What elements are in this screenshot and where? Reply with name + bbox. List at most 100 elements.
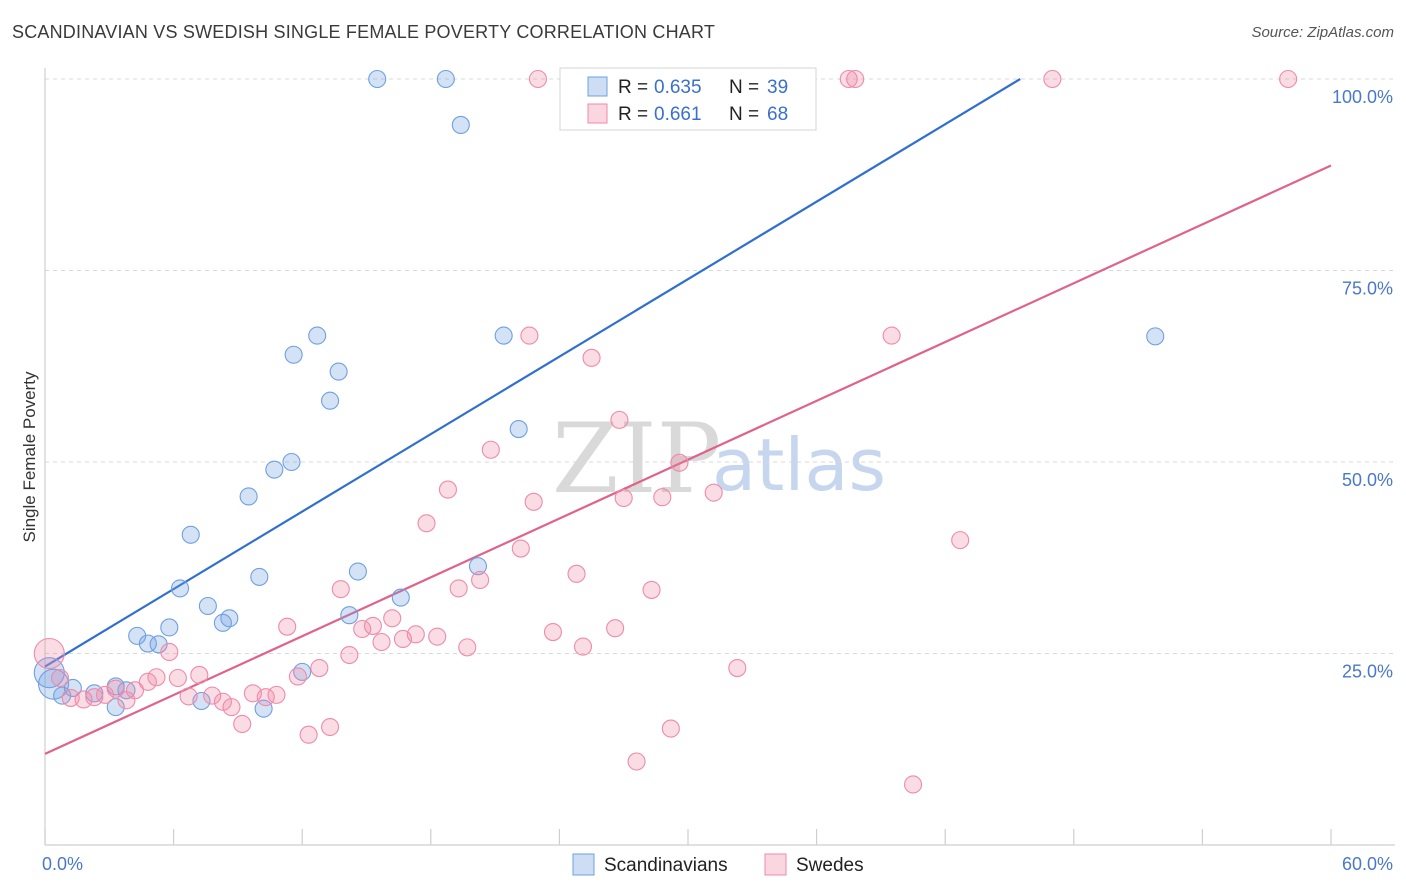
point-1-46 — [543, 623, 563, 642]
point-0-31 — [436, 69, 455, 89]
point-1-52 — [614, 488, 633, 508]
source-credit: Source: ZipAtlas.com — [1251, 24, 1394, 41]
axes — [44, 68, 1395, 846]
point-0-17 — [239, 487, 258, 506]
point-0-26 — [329, 362, 348, 381]
point-1-54 — [642, 580, 661, 599]
point-0-22 — [284, 345, 303, 364]
watermark: ZIP atlas — [552, 403, 886, 515]
point-0-11 — [170, 579, 190, 598]
point-1-53 — [627, 752, 646, 771]
point-1-25 — [310, 659, 329, 678]
trend-lines — [44, 78, 1332, 755]
point-1-1 — [50, 668, 70, 688]
point-1-38 — [449, 579, 468, 598]
y-tick-label-0: 25.0% — [1342, 662, 1393, 682]
point-1-10 — [147, 668, 166, 687]
trend-line-1 — [44, 164, 1332, 755]
point-0-28 — [348, 562, 367, 581]
point-0-14 — [198, 596, 217, 616]
point-1-13 — [179, 687, 198, 706]
legend-r-value-0: 0.635 — [654, 77, 702, 98]
point-0-35 — [509, 420, 528, 439]
point-1-58 — [704, 483, 723, 502]
point-1-48 — [573, 637, 593, 656]
point-1-6 — [106, 679, 125, 698]
point-1-5 — [95, 685, 115, 704]
point-1-23 — [288, 667, 307, 686]
point-1-8 — [125, 681, 145, 700]
point-0-34 — [494, 326, 513, 345]
point-1-39 — [458, 638, 477, 657]
point-1-3 — [74, 690, 93, 709]
legend: R = 0.635 N = 39 R = 0.661 N = 68 — [559, 67, 817, 131]
point-1-17 — [222, 698, 241, 717]
point-1-24 — [299, 725, 318, 744]
x-tick-label-0: 0.0% — [42, 854, 83, 874]
point-1-27 — [331, 580, 350, 599]
point-0-24 — [308, 326, 327, 345]
point-1-60 — [728, 659, 747, 678]
point-0-20 — [265, 460, 284, 479]
point-1-32 — [383, 609, 402, 628]
point-0-16 — [220, 609, 239, 628]
point-1-4 — [85, 688, 104, 707]
point-1-49 — [582, 348, 601, 367]
point-0-21 — [282, 452, 301, 472]
point-1-43 — [520, 326, 539, 345]
point-1-20 — [256, 688, 275, 707]
bottom-legend-label-0: Scandinavians — [604, 855, 728, 876]
point-1-18 — [233, 714, 252, 734]
point-1-37 — [438, 480, 457, 499]
point-1-11 — [160, 642, 179, 662]
x-tick-label-1: 60.0% — [1342, 854, 1393, 874]
point-1-15 — [203, 686, 222, 705]
legend-n-value-1: 68 — [767, 104, 788, 125]
legend-r-label-0: R = — [618, 77, 648, 98]
y-axis-label: Single Female Poverty — [20, 371, 39, 543]
point-1-28 — [340, 645, 359, 665]
trend-line-0 — [44, 78, 1021, 668]
bottom-legend-swatch-0 — [572, 853, 595, 876]
point-1-36 — [428, 627, 447, 646]
y-tick-label-1: 50.0% — [1342, 470, 1393, 490]
point-1-66 — [1043, 69, 1062, 89]
point-0-0 — [33, 657, 65, 689]
point-1-55 — [653, 488, 672, 507]
point-0-27 — [340, 606, 359, 625]
point-1-62 — [846, 69, 865, 89]
grid-lines — [45, 78, 1395, 654]
legend-r-label-1: R = — [618, 104, 648, 125]
point-1-51 — [610, 410, 629, 429]
point-0-12 — [181, 525, 200, 544]
watermark-zip: ZIP — [552, 403, 721, 515]
point-1-29 — [353, 619, 372, 639]
y-tick-label-3: 100.0% — [1332, 87, 1393, 107]
point-1-31 — [372, 632, 391, 652]
point-1-30 — [363, 616, 382, 635]
point-0-19 — [254, 699, 273, 718]
point-1-40 — [471, 570, 490, 590]
y-tick-label-2: 75.0% — [1342, 279, 1393, 299]
watermark-atlas: atlas — [712, 423, 886, 507]
point-1-64 — [903, 775, 923, 794]
legend-r-value-1: 0.661 — [654, 104, 702, 125]
bottom-legend-label-1: Swedes — [796, 855, 864, 876]
point-1-57 — [670, 453, 689, 472]
point-1-0 — [33, 637, 65, 670]
point-0-32 — [451, 115, 470, 135]
point-0-29 — [368, 69, 387, 89]
point-1-35 — [417, 514, 436, 533]
point-1-67 — [1279, 69, 1298, 89]
legend-n-label-0: N = — [729, 77, 759, 98]
y-tick-labels: 25.0% 50.0% 75.0% 100.0% — [1332, 87, 1393, 682]
point-0-30 — [391, 588, 410, 607]
point-1-50 — [606, 619, 625, 638]
legend-swatch-1 — [587, 103, 608, 124]
legend-n-value-0: 39 — [767, 77, 788, 98]
point-1-42 — [511, 539, 530, 558]
bottom-legend-swatch-1 — [764, 853, 787, 876]
bottom-legend: Scandinavians Swedes — [572, 853, 864, 876]
point-1-65 — [951, 531, 970, 550]
